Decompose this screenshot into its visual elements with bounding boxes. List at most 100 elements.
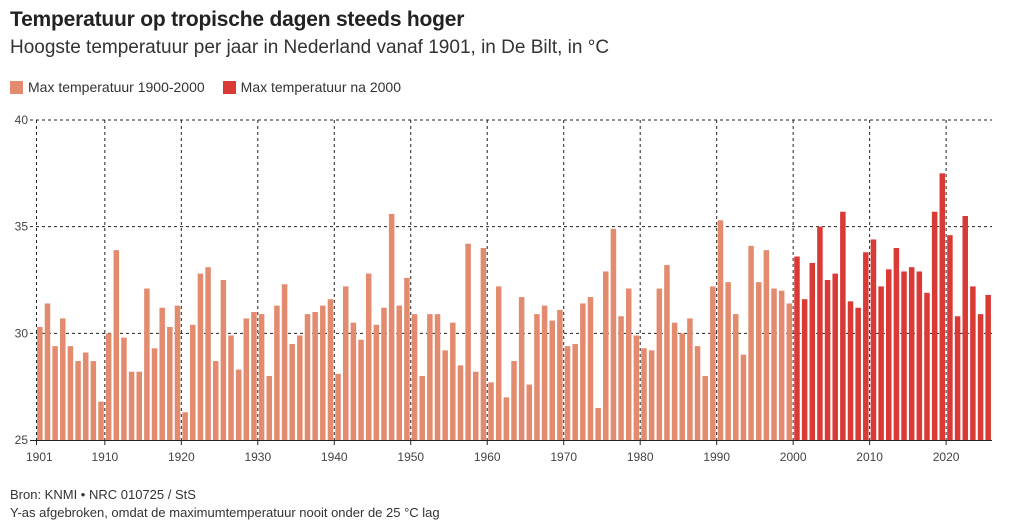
- bar-pre-2000: [778, 290, 785, 440]
- x-tick-label: 1910: [91, 450, 118, 464]
- bar-pre-2000: [427, 314, 433, 440]
- bar-post-2000: [855, 307, 861, 440]
- bar-pre-2000: [419, 376, 425, 440]
- bar-pre-2000: [480, 248, 487, 440]
- bar-pre-2000: [503, 397, 510, 440]
- bar-pre-2000: [618, 316, 624, 440]
- bar-pre-2000: [327, 299, 334, 440]
- bar-post-2000: [801, 299, 808, 440]
- bar-post-2000: [985, 294, 991, 440]
- bar-post-2000: [970, 286, 976, 440]
- bar-pre-2000: [694, 346, 701, 440]
- legend-label-post-2000: Max temperatuur na 2000: [240, 79, 401, 95]
- bar-pre-2000: [572, 344, 578, 440]
- bar-pre-2000: [44, 303, 51, 440]
- bar-post-2000: [878, 286, 884, 440]
- bar-pre-2000: [381, 307, 387, 440]
- bar-post-2000: [794, 256, 800, 440]
- bar-pre-2000: [174, 305, 181, 440]
- bar-pre-2000: [220, 280, 227, 440]
- bar-pre-2000: [687, 318, 693, 440]
- bar-post-2000: [847, 301, 854, 440]
- bar-post-2000: [893, 248, 900, 440]
- bar-pre-2000: [771, 288, 777, 440]
- bar-pre-2000: [434, 314, 441, 440]
- legend-label-pre-2000: Max temperatuur 1900-2000: [28, 79, 205, 95]
- y-tick-label: 30: [15, 326, 29, 340]
- bar-pre-2000: [511, 361, 517, 440]
- bar-pre-2000: [113, 250, 120, 440]
- source-note: Bron: KNMI • NRC 010725 / StS: [10, 487, 196, 502]
- bar-pre-2000: [297, 335, 303, 440]
- bar-pre-2000: [603, 271, 609, 440]
- bar-pre-2000: [457, 365, 464, 440]
- bar-post-2000: [870, 239, 877, 440]
- bar-post-2000: [809, 262, 816, 440]
- bar-pre-2000: [121, 337, 127, 440]
- bar-post-2000: [962, 216, 968, 440]
- bar-pre-2000: [587, 297, 594, 440]
- bar-pre-2000: [251, 312, 257, 440]
- bar-post-2000: [840, 211, 846, 440]
- bar-pre-2000: [90, 361, 97, 440]
- bar-post-2000: [924, 292, 930, 440]
- bar-pre-2000: [488, 382, 494, 440]
- bar-pre-2000: [786, 303, 793, 440]
- bar-post-2000: [916, 271, 923, 440]
- bar-pre-2000: [648, 350, 655, 440]
- bar-pre-2000: [388, 213, 395, 440]
- bar-pre-2000: [534, 314, 540, 440]
- bar-pre-2000: [205, 267, 211, 440]
- bar-pre-2000: [304, 314, 311, 440]
- bar-pre-2000: [450, 322, 456, 440]
- bar-post-2000: [977, 314, 984, 440]
- bar-pre-2000: [404, 277, 410, 440]
- x-tick-label: 1920: [168, 450, 195, 464]
- x-tick-label: 2010: [856, 450, 883, 464]
- chart-title: Temperatuur op tropische dagen steeds ho…: [10, 8, 465, 31]
- bar-pre-2000: [748, 245, 754, 440]
- bar-pre-2000: [67, 346, 74, 440]
- bar-pre-2000: [258, 314, 265, 440]
- bar-pre-2000: [75, 361, 81, 440]
- x-tick-label: 1960: [474, 450, 501, 464]
- x-tick-label: 1990: [703, 450, 730, 464]
- axis-note: Y-as afgebroken, omdat de maximumtempera…: [10, 505, 440, 520]
- bar-pre-2000: [641, 348, 647, 440]
- bar-pre-2000: [144, 288, 150, 440]
- bar-pre-2000: [350, 322, 357, 440]
- x-tick-label: 1980: [627, 450, 654, 464]
- bar-pre-2000: [664, 265, 670, 440]
- bar-post-2000: [863, 252, 869, 440]
- bar-pre-2000: [373, 324, 380, 440]
- bar-pre-2000: [442, 350, 448, 440]
- x-tick-label: 1970: [550, 450, 577, 464]
- bar-post-2000: [947, 235, 953, 440]
- x-tick-label: 1901: [26, 450, 53, 464]
- y-tick-label: 40: [15, 113, 29, 127]
- bar-pre-2000: [159, 307, 165, 440]
- bar-pre-2000: [610, 228, 617, 440]
- bar-pre-2000: [167, 326, 173, 440]
- x-tick-label: 2000: [780, 450, 807, 464]
- bar-pre-2000: [595, 408, 601, 440]
- bar-pre-2000: [320, 305, 326, 440]
- bar-post-2000: [954, 316, 961, 440]
- bar-pre-2000: [702, 376, 708, 440]
- bar-pre-2000: [182, 412, 188, 440]
- bar-post-2000: [885, 269, 892, 440]
- bar-pre-2000: [710, 286, 716, 440]
- bar-pre-2000: [342, 286, 349, 440]
- legend-swatch-post-2000: [222, 80, 236, 94]
- legend: Max temperatuur 1900-2000 Max temperatuu…: [10, 79, 401, 95]
- bar-pre-2000: [473, 371, 479, 440]
- bar-post-2000: [824, 280, 831, 440]
- bar-pre-2000: [755, 282, 762, 440]
- bar-pre-2000: [396, 305, 403, 440]
- legend-item-post-2000: Max temperatuur na 2000: [222, 79, 401, 95]
- bar-pre-2000: [633, 335, 640, 440]
- bar-pre-2000: [136, 371, 143, 440]
- bar-pre-2000: [266, 376, 273, 440]
- bar-pre-2000: [518, 297, 525, 440]
